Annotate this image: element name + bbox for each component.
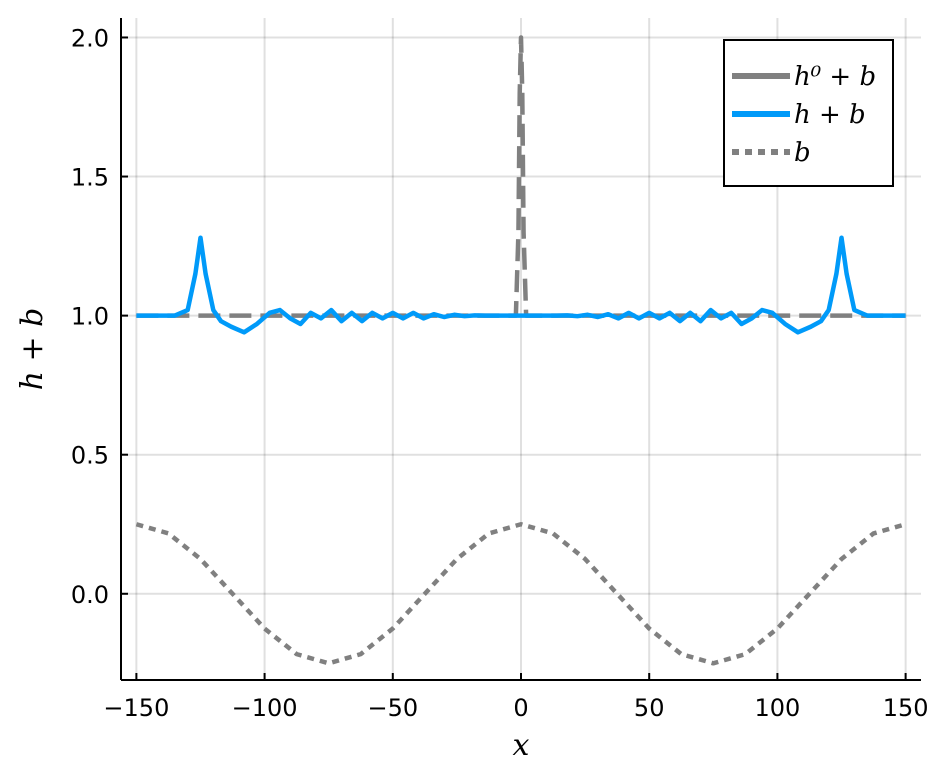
legend: h⁰ + b h + b b bbox=[724, 40, 893, 186]
x-tick-label: 150 bbox=[883, 694, 929, 722]
y-tick-label: 0.0 bbox=[71, 581, 109, 609]
y-tick-label: 1.5 bbox=[71, 164, 109, 192]
x-axis-label: x bbox=[513, 728, 530, 763]
y-axis-label: h + b bbox=[15, 308, 50, 391]
x-tick-labels: −150 −100 −50 0 50 100 150 bbox=[103, 694, 928, 722]
y-tick-labels: 0.0 0.5 1.0 1.5 2.0 bbox=[71, 24, 109, 608]
x-tick-label: 0 bbox=[513, 694, 528, 722]
x-tick-label: −50 bbox=[367, 694, 418, 722]
legend-label: b bbox=[794, 138, 811, 168]
x-tick-label: −100 bbox=[232, 694, 298, 722]
y-tick-label: 1.0 bbox=[71, 303, 109, 331]
x-tick-label: −150 bbox=[103, 694, 169, 722]
legend-label: h⁰ + b bbox=[794, 62, 876, 92]
x-tick-label: 50 bbox=[634, 694, 665, 722]
y-tick-label: 0.5 bbox=[71, 442, 109, 470]
x-tick-label: 100 bbox=[755, 694, 801, 722]
legend-label: h + b bbox=[794, 100, 866, 130]
y-tick-label: 2.0 bbox=[71, 24, 109, 52]
